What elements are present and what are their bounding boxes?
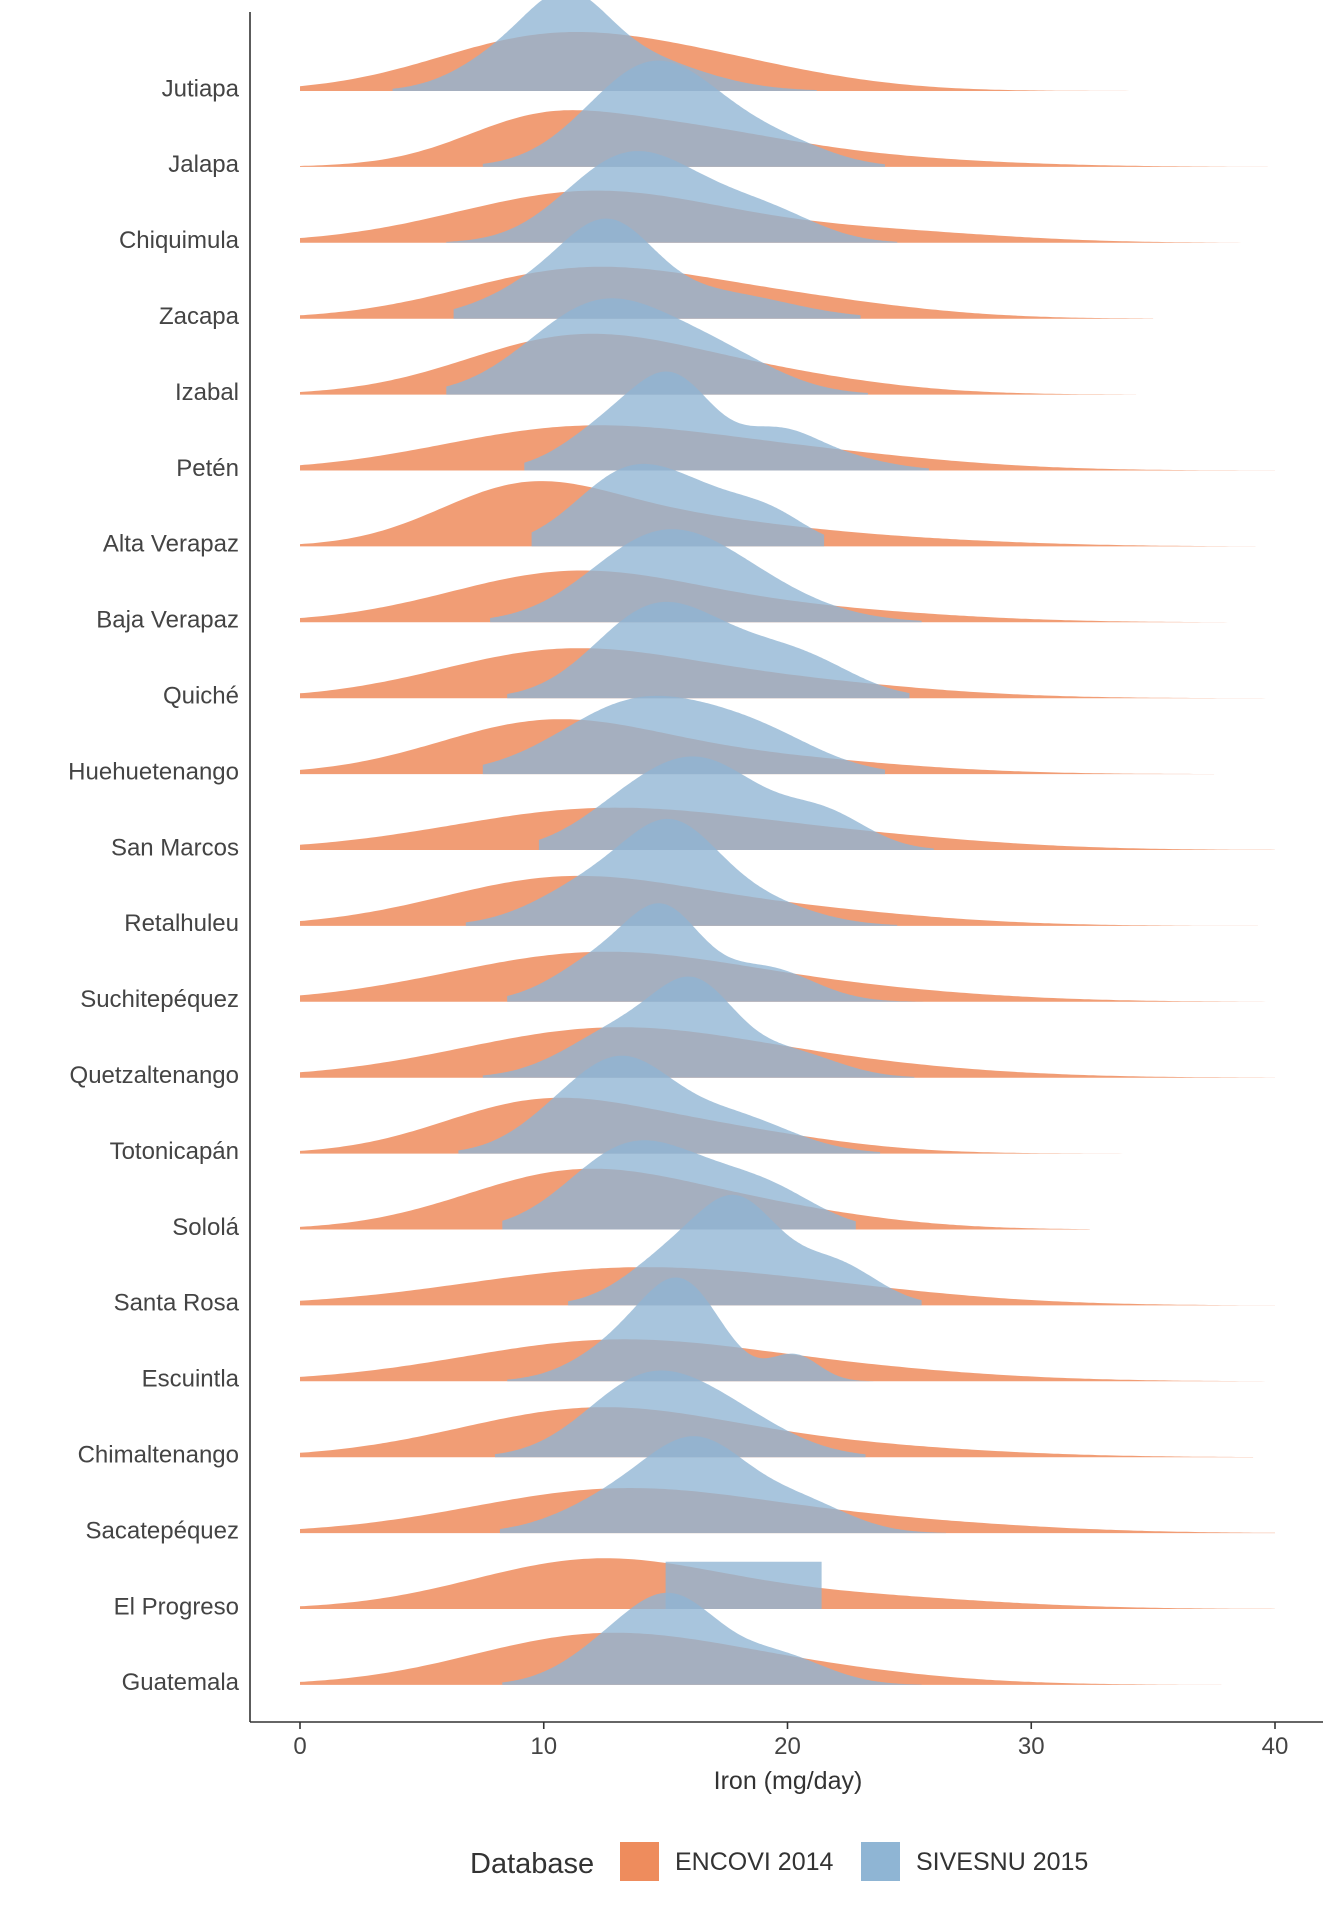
density-sivesnu-2015-quetzaltenango xyxy=(482,976,915,1078)
x-tick-label: 0 xyxy=(293,1733,306,1760)
region-label-jalapa: Jalapa xyxy=(168,151,239,178)
region-label-san-marcos: San Marcos xyxy=(111,834,239,861)
density-sivesnu-2015-el-progreso xyxy=(665,1561,822,1609)
region-label-zacapa: Zacapa xyxy=(159,303,240,330)
region-label-baja-verapaz: Baja Verapaz xyxy=(96,607,239,634)
x-tick-label: 20 xyxy=(774,1733,801,1760)
region-label-suchitepequez: Suchitepéquez xyxy=(80,986,239,1013)
region-label-santa-rosa: Santa Rosa xyxy=(114,1290,240,1317)
density-sivesnu-2015-guatemala xyxy=(502,1592,922,1685)
density-sivesnu-2015-alta-verapaz xyxy=(531,463,825,547)
density-sivesnu-2015-chiquimula xyxy=(446,151,898,243)
density-sivesnu-2015-izabal xyxy=(446,298,868,395)
density-sivesnu-2015-escuintla xyxy=(507,1277,898,1382)
region-label-peten: Petén xyxy=(176,455,239,482)
region-label-el-progreso: El Progreso xyxy=(114,1593,239,1620)
density-sivesnu-2015-jalapa xyxy=(482,60,885,167)
density-sivesnu-2015-peten xyxy=(524,371,929,471)
x-axis-ticks: 0 10 20 30 40 xyxy=(293,1722,1288,1760)
density-sivesnu-2015-huehuetenango xyxy=(482,695,885,775)
region-label-alta-verapaz: Alta Verapaz xyxy=(103,531,239,558)
region-label-guatemala: Guatemala xyxy=(122,1669,240,1696)
region-label-chiquimula: Chiquimula xyxy=(119,227,240,254)
region-label-solola: Sololá xyxy=(172,1214,239,1241)
region-label-escuintla: Escuintla xyxy=(142,1366,240,1393)
legend: Database ENCOVI 2014 SIVESNU 2015 xyxy=(470,1842,1088,1881)
region-label-totonicapan: Totonicapán xyxy=(110,1138,239,1165)
x-tick-label: 40 xyxy=(1262,1733,1289,1760)
density-sivesnu-2015-san-marcos xyxy=(538,756,934,850)
region-label-quetzaltenango: Quetzaltenango xyxy=(70,1062,239,1089)
x-axis-title: Iron (mg/day) xyxy=(714,1767,863,1795)
density-sivesnu-2015-retalhuleu xyxy=(465,818,898,926)
density-sivesnu-2015-zacapa xyxy=(453,218,861,319)
density-sivesnu-2015-quiche xyxy=(507,601,910,699)
region-label-sacatepequez: Sacatepéquez xyxy=(86,1517,239,1544)
density-sivesnu-2015-chimaltenango xyxy=(495,1370,866,1458)
x-tick-label: 30 xyxy=(1018,1733,1045,1760)
density-sivesnu-2015-santa-rosa xyxy=(568,1194,922,1306)
density-sivesnu-2015-jutiapa xyxy=(392,0,817,91)
density-sivesnu-2015-totonicapan xyxy=(458,1055,881,1154)
region-label-izabal: Izabal xyxy=(175,379,239,406)
region-labels: Jutiapa Jalapa Chiquimula Zacapa Izabal Petén… xyxy=(68,75,239,1696)
region-label-quiche: Quiché xyxy=(163,683,239,710)
legend-label-sivesnu: SIVESNU 2015 xyxy=(916,1848,1088,1876)
x-tick-label: 10 xyxy=(530,1733,557,1760)
region-label-jutiapa: Jutiapa xyxy=(162,75,240,102)
legend-label-encovi: ENCOVI 2014 xyxy=(675,1848,834,1876)
legend-title: Database xyxy=(470,1848,594,1880)
density-sivesnu-2015-solola xyxy=(502,1140,856,1230)
density-sivesnu-2015-sacatepequez xyxy=(499,1436,946,1534)
ridges-layer xyxy=(300,0,1275,1685)
legend-swatch-sivesnu xyxy=(861,1842,900,1881)
region-label-chimaltenango: Chimaltenango xyxy=(78,1442,239,1469)
density-sivesnu-2015-baja-verapaz xyxy=(490,529,922,623)
density-sivesnu-2015-suchitepequez xyxy=(507,903,934,1002)
region-label-huehuetenango: Huehuetenango xyxy=(68,758,239,785)
region-label-retalhuleu: Retalhuleu xyxy=(124,910,239,937)
legend-swatch-encovi xyxy=(620,1842,659,1881)
